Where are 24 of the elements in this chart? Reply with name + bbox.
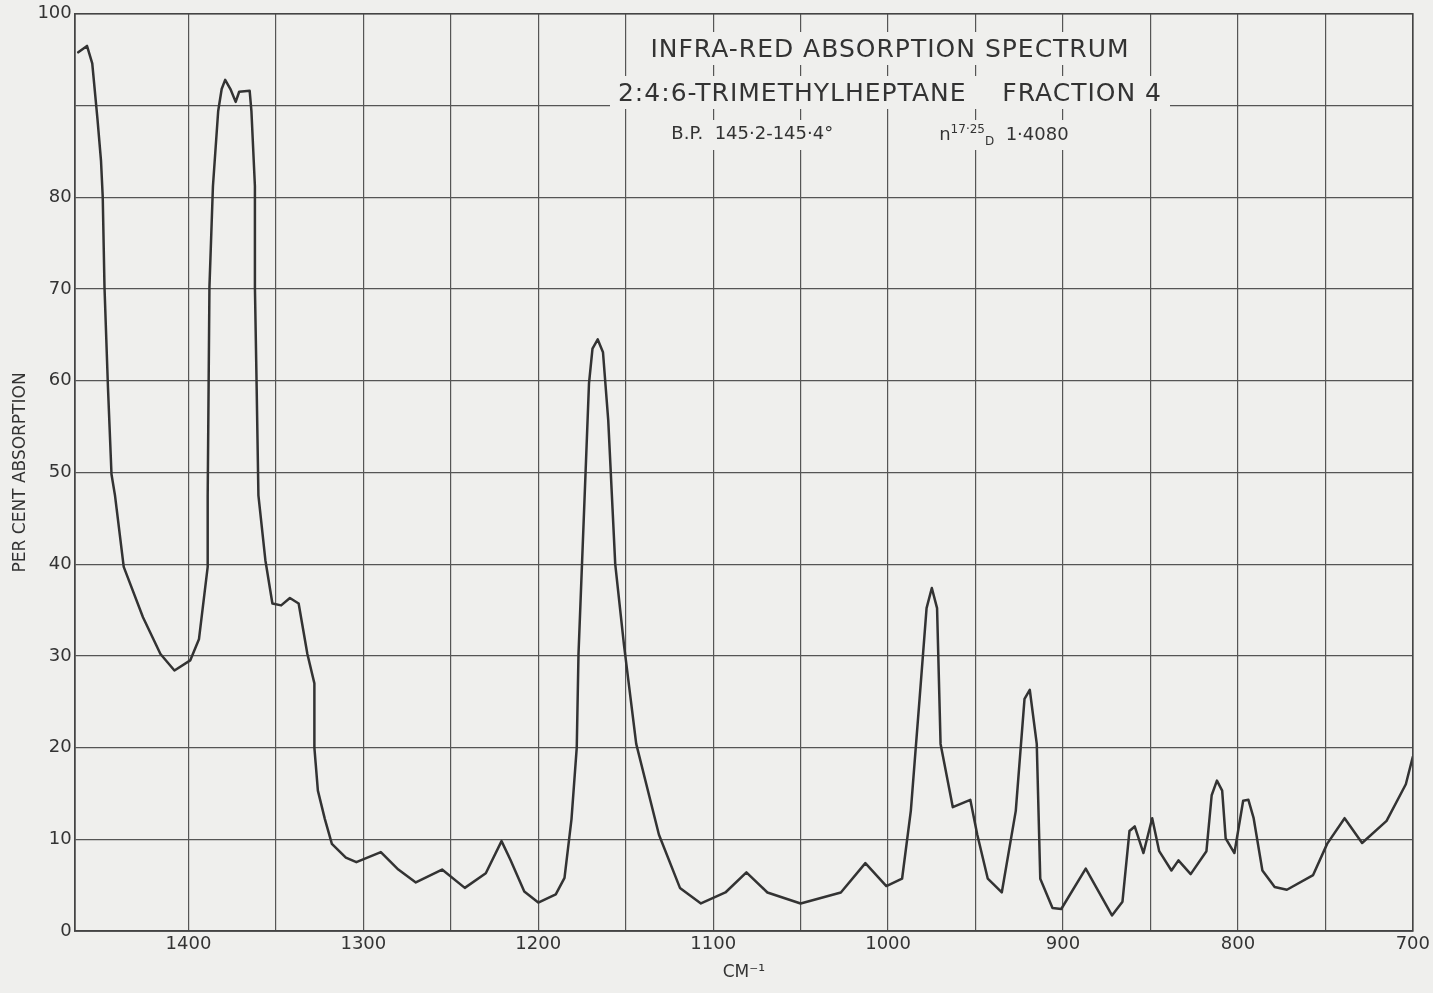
x-tick-label: 1100	[690, 932, 737, 954]
x-tick-label: 800	[1220, 932, 1256, 954]
y-tick-label: 40	[48, 551, 72, 573]
text: 2:4:6-TRIMETHYLHEPTANE FRACTION 4	[609, 76, 1171, 109]
y-tick-label: 30	[48, 643, 72, 665]
x-axis-title: CM⁻¹	[722, 961, 765, 982]
x-tick-label: 1400	[165, 932, 212, 954]
y-tick-label: 50	[48, 460, 72, 482]
x-tick-label: 900	[1045, 932, 1081, 954]
x-tick-label: 1200	[515, 932, 562, 954]
x-tick-label: 1300	[340, 932, 387, 954]
y-tick-label: 100	[37, 1, 72, 23]
text: INFRA-RED ABSORPTION SPECTRUM	[642, 32, 1138, 65]
y-tick-label: 20	[48, 735, 72, 757]
y-tick-label: 0	[60, 918, 72, 940]
y-tick-label: 70	[48, 276, 72, 298]
y-tick-label: 80	[48, 184, 72, 206]
x-tick-label: 700	[1395, 932, 1430, 954]
y-tick-label: 10	[48, 826, 72, 848]
annotation: n$^{17·25}$$_{D}$ 1·4080	[931, 120, 1077, 150]
y-axis-title: PER CENT ABSORPTION	[8, 372, 29, 573]
y-tick-label: 60	[48, 368, 72, 390]
x-tick-label: 1000	[865, 932, 911, 954]
annotation: B.P. 145·2-145·4°	[663, 120, 842, 150]
